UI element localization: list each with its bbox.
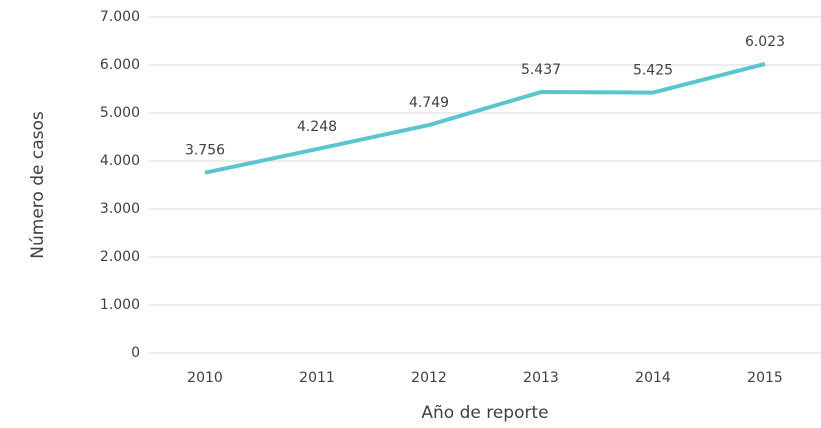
x-tick-label: 2014 <box>635 370 671 386</box>
data-label: 3.756 <box>185 143 225 159</box>
x-tick-label: 2013 <box>523 370 559 386</box>
y-tick-label: 1.000 <box>100 297 140 313</box>
y-tick-label: 3.000 <box>100 201 140 217</box>
data-label: 4.749 <box>409 95 449 111</box>
x-tick-label: 2012 <box>411 370 447 386</box>
data-label: 5.437 <box>521 62 561 78</box>
y-tick-label: 4.000 <box>100 153 140 169</box>
y-tick-label: 2.000 <box>100 249 140 265</box>
y-tick-label: 5.000 <box>100 105 140 121</box>
y-tick-label: 7.000 <box>100 9 140 25</box>
x-axis-title: Año de reporte <box>421 403 548 423</box>
x-tick-label: 2015 <box>747 370 783 386</box>
line <box>204 61 766 175</box>
data-label: 4.248 <box>297 119 337 135</box>
data-label: 6.023 <box>745 34 785 50</box>
y-axis-title: Número de casos <box>28 111 48 259</box>
data-label: 5.425 <box>633 63 673 79</box>
y-tick-label: 6.000 <box>100 57 140 73</box>
x-tick-label: 2010 <box>187 370 223 386</box>
x-tick-label: 2011 <box>299 370 335 386</box>
y-tick-label: 0 <box>131 345 140 361</box>
